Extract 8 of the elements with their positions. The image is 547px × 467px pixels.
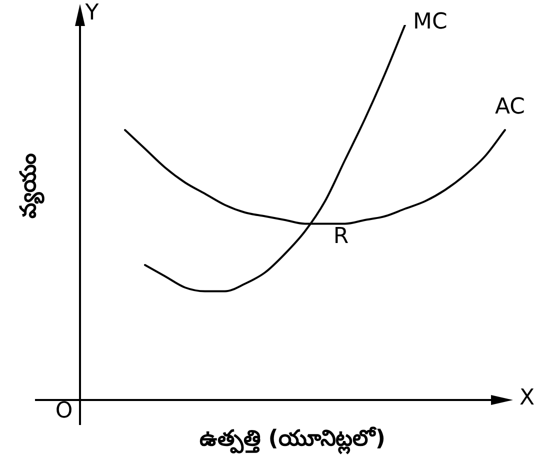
text: Y bbox=[84, 0, 100, 26]
x-axis-title: ఉత్పత్తి (యూనిట్లలో) bbox=[200, 426, 386, 455]
series-label: MC bbox=[413, 10, 448, 35]
y-axis-title: వ్యయం bbox=[16, 154, 45, 218]
text: O bbox=[55, 398, 73, 424]
text: X bbox=[519, 386, 535, 411]
series-label: AC bbox=[495, 94, 526, 120]
annotation: R bbox=[333, 224, 349, 249]
